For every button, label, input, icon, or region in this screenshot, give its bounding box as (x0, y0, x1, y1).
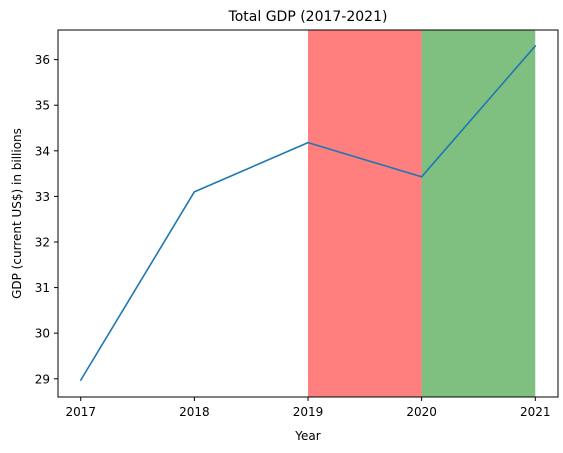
y-tick-label: 35 (35, 99, 50, 113)
shaded-span-1 (308, 30, 422, 397)
data-point (193, 191, 196, 193)
y-tick-label: 32 (35, 235, 50, 249)
y-tick-label: 31 (35, 281, 50, 295)
y-tick-label: 34 (35, 144, 50, 158)
y-tick-label: 30 (35, 327, 50, 341)
x-axis-label: Year (294, 429, 320, 443)
data-point (534, 45, 537, 47)
y-axis-ticks: 29 30 31 32 33 34 35 36 (35, 53, 58, 386)
x-tick-label: 2020 (406, 405, 437, 419)
data-point (307, 141, 309, 144)
y-tick-label: 36 (35, 53, 50, 67)
data-point (79, 379, 82, 381)
y-axis-label: GDP (current US$) in billions (10, 128, 24, 299)
y-tick-label: 33 (35, 190, 50, 204)
series-lines (79, 45, 537, 381)
shaded-spans (308, 30, 536, 397)
x-tick-label: 2017 (65, 405, 96, 419)
y-tick-label: 29 (35, 372, 50, 386)
x-tick-label: 2018 (179, 405, 210, 419)
x-tick-label: 2019 (293, 405, 324, 419)
data-point (420, 176, 423, 178)
x-axis-ticks: 2017 2018 2019 2020 2021 (65, 397, 551, 419)
chart-title: Total GDP (2017-2021) (228, 9, 388, 25)
shaded-span-2 (421, 30, 536, 397)
x-tick-label: 2021 (520, 405, 551, 419)
